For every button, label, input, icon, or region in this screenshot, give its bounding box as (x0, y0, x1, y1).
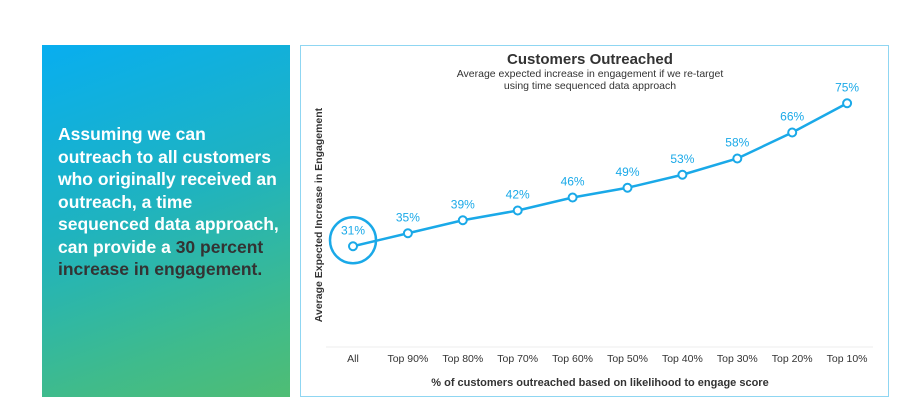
data-point (622, 182, 633, 193)
x-tick-label: All (347, 353, 359, 365)
chart-title: Customers Outreached (507, 51, 673, 68)
data-label: 49% (615, 165, 639, 179)
highlight-circle (328, 216, 378, 265)
series-line (352, 102, 848, 248)
x-tick-label: Top 80% (442, 353, 483, 365)
x-axis-label: % of customers outreached based on likel… (431, 377, 768, 389)
data-point (842, 98, 853, 109)
data-label: 58% (725, 136, 749, 150)
data-label: 75% (835, 80, 859, 94)
summary-text: Assuming we can outreach to all customer… (58, 123, 283, 281)
data-point (677, 169, 688, 180)
data-point (402, 228, 413, 239)
data-label: 31% (341, 223, 365, 237)
data-point (787, 127, 798, 138)
data-label: 35% (396, 210, 420, 224)
summary-main-text: Assuming we can outreach to all customer… (58, 124, 279, 257)
chart-panel (300, 45, 889, 397)
y-axis-label: Average Expected Increase in Engagement (313, 107, 325, 322)
x-tick-label: Top 20% (772, 353, 813, 365)
summary-panel: Assuming we can outreach to all customer… (42, 45, 290, 397)
data-label: 46% (561, 175, 585, 189)
chart-subtitle-2: using time sequenced data approach (504, 80, 676, 92)
data-label: 39% (451, 197, 475, 211)
x-tick-label: Top 40% (662, 353, 703, 365)
summary-emphasis-text: 30 percent increase in engagement. (58, 236, 264, 280)
data-point (512, 205, 523, 216)
data-point (457, 215, 468, 226)
x-tick-label: Top 90% (387, 353, 428, 365)
data-label: 42% (506, 188, 530, 202)
data-point (567, 192, 578, 203)
x-tick-label: Top 30% (717, 353, 758, 365)
x-tick-label: Top 60% (552, 353, 593, 365)
x-tick-label: Top 50% (607, 353, 648, 365)
x-tick-label: Top 70% (497, 353, 538, 365)
data-point (348, 241, 358, 252)
x-tick-label: Top 10% (827, 353, 868, 365)
data-label: 53% (670, 152, 694, 166)
data-point (732, 153, 743, 164)
data-label: 66% (780, 110, 804, 124)
chart-subtitle-1: Average expected increase in engagement … (457, 68, 724, 80)
